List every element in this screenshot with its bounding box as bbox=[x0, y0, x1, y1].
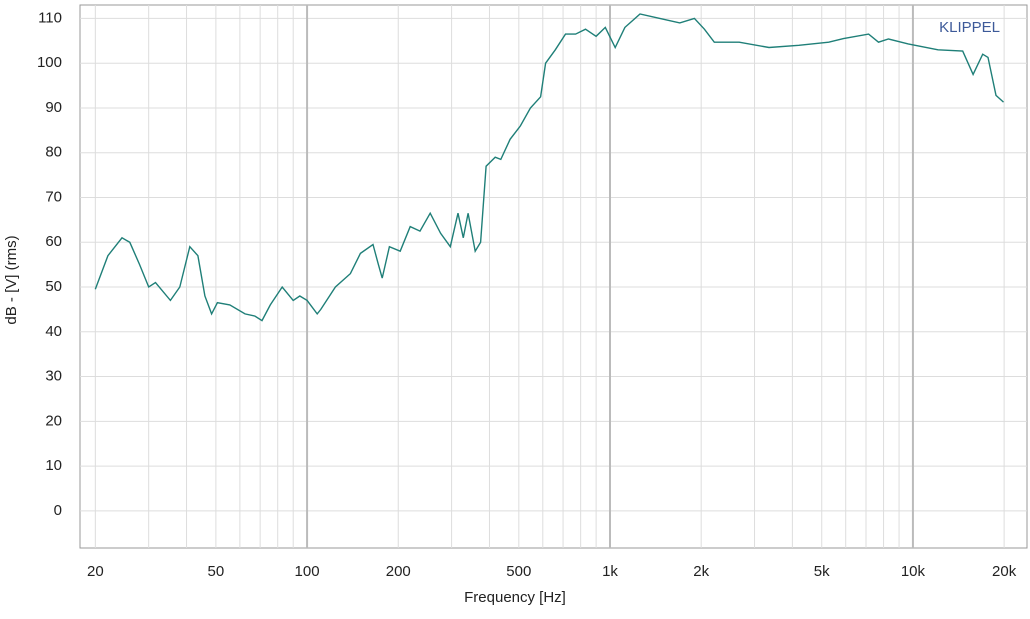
y-tick-label: 30 bbox=[45, 368, 62, 385]
y-tick-label: 60 bbox=[45, 233, 62, 250]
y-tick-label: 10 bbox=[45, 457, 62, 474]
y-tick-label: 90 bbox=[45, 99, 62, 116]
annotation: KLIPPEL bbox=[939, 19, 1000, 36]
line bbox=[94, 13, 1004, 322]
y-tick-label: 100 bbox=[37, 54, 62, 71]
x-tick-label: 200 bbox=[386, 563, 411, 580]
y-tick-label: 50 bbox=[45, 278, 62, 295]
x-tick-label: 2k bbox=[693, 563, 709, 580]
x-tick-label: 5k bbox=[814, 563, 830, 580]
y-tick-label: 20 bbox=[45, 412, 62, 429]
y-tick-label: 0 bbox=[54, 502, 62, 519]
x-tick-label: 500 bbox=[506, 563, 531, 580]
y-tick-label: 80 bbox=[45, 144, 62, 161]
y-axis-label: dB - [V] (rms) bbox=[3, 235, 20, 324]
x-tick-label: 20 bbox=[87, 563, 104, 580]
y-tick-label: 110 bbox=[38, 9, 62, 26]
y-tick-label: 40 bbox=[45, 323, 62, 340]
y-tick-label: 70 bbox=[45, 188, 62, 205]
x-tick-label: 50 bbox=[208, 563, 225, 580]
x-tick-label: 100 bbox=[295, 563, 320, 580]
x-tick-label: 1k bbox=[602, 563, 618, 580]
x-tick-label: 10k bbox=[901, 563, 926, 580]
x-tick-label: 20k bbox=[992, 563, 1017, 580]
plot-area bbox=[79, 4, 1028, 549]
x-axis-label: Frequency [Hz] bbox=[464, 589, 566, 606]
